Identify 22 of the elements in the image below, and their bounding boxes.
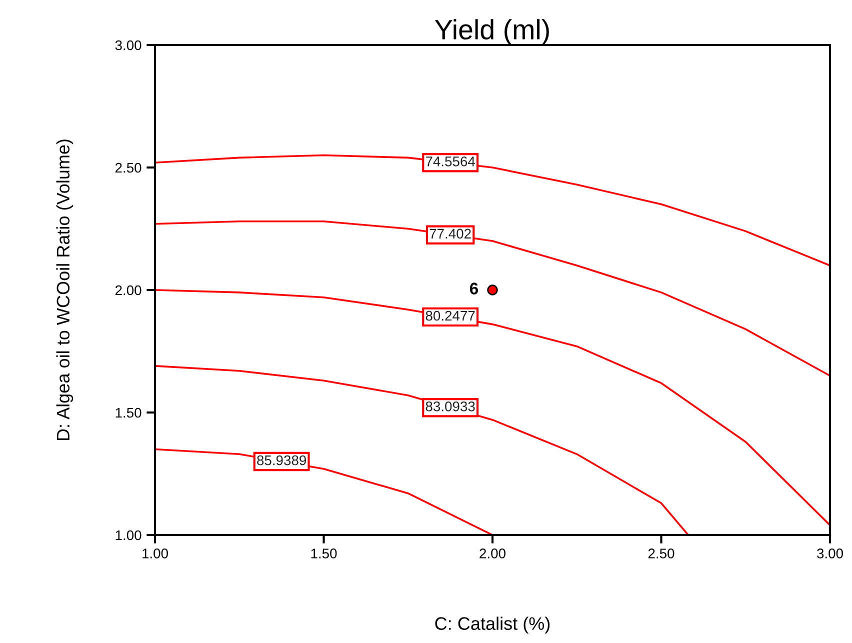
x-tick-label: 2.00 <box>480 548 506 558</box>
line-series <box>155 220 830 377</box>
x-tick-label: 2.50 <box>648 548 674 558</box>
series-label: 77.402 <box>430 228 471 239</box>
y-tick-label: 2.00 <box>115 285 142 296</box>
y-tick-label: 3.00 <box>115 40 142 50</box>
line-series <box>155 365 690 535</box>
series-label: 83.0933 <box>426 401 475 412</box>
y-tick-label: 1.50 <box>116 408 142 418</box>
x-tick-label: 3.00 <box>817 548 843 558</box>
series-label: 74.5564 <box>426 156 476 166</box>
y-axis-title: D: Algea oil to WCOoil Ratio (Volume) <box>56 140 74 440</box>
annotation: 6 <box>470 282 478 294</box>
line-series <box>155 154 830 266</box>
x-tick-label: 1.50 <box>311 548 337 558</box>
y-tick-label: 2.50 <box>115 162 142 173</box>
x-axis-title: C: Catalist (%) <box>435 616 550 634</box>
series-label: 80.2477 <box>426 310 475 321</box>
chart-title: Yield (ml) <box>434 19 549 45</box>
series-label: 85.9389 <box>257 455 306 466</box>
y-tick-label: 1.00 <box>116 530 142 540</box>
x-tick-label: 1.00 <box>142 548 168 558</box>
